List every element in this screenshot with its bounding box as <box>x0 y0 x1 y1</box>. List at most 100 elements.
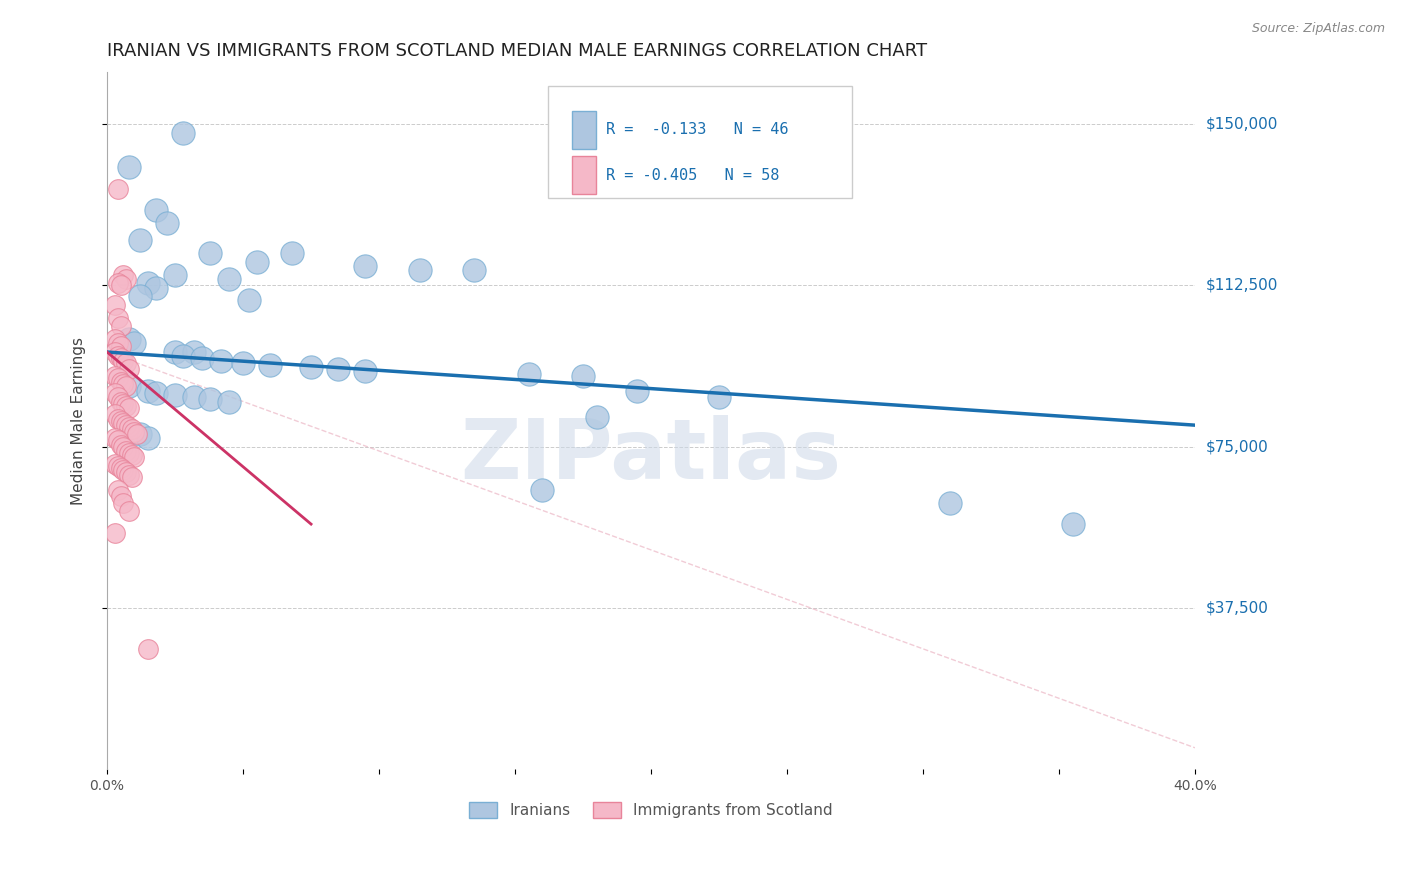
Text: $37,500: $37,500 <box>1206 600 1270 615</box>
Text: IRANIAN VS IMMIGRANTS FROM SCOTLAND MEDIAN MALE EARNINGS CORRELATION CHART: IRANIAN VS IMMIGRANTS FROM SCOTLAND MEDI… <box>107 42 927 60</box>
Point <box>200 392 222 407</box>
Point <box>110 414 132 428</box>
Point <box>112 440 135 454</box>
Point <box>183 390 205 404</box>
Point <box>107 336 129 351</box>
Point <box>517 367 540 381</box>
Point <box>128 233 150 247</box>
Text: Source: ZipAtlas.com: Source: ZipAtlas.com <box>1251 22 1385 36</box>
Point <box>354 259 377 273</box>
Point <box>118 504 141 518</box>
Point <box>118 379 141 393</box>
Point <box>156 216 179 230</box>
Point <box>110 319 132 334</box>
Point <box>299 360 322 375</box>
Point <box>107 458 129 473</box>
Point <box>136 431 159 445</box>
Point <box>107 483 129 497</box>
Point <box>118 332 141 346</box>
Point <box>585 409 607 424</box>
Point <box>110 437 132 451</box>
Point <box>281 246 304 260</box>
Point <box>104 457 127 471</box>
Point <box>118 160 141 174</box>
FancyBboxPatch shape <box>572 156 596 194</box>
Point <box>122 450 145 465</box>
Point <box>209 353 232 368</box>
Point <box>107 349 129 363</box>
Point <box>463 263 485 277</box>
Point <box>259 358 281 372</box>
Point <box>104 298 127 312</box>
Point <box>165 268 187 282</box>
Point <box>128 289 150 303</box>
Point <box>110 278 132 293</box>
Point <box>1062 517 1084 532</box>
Point <box>136 384 159 398</box>
Point <box>107 277 129 291</box>
Point <box>110 338 132 352</box>
Point <box>115 356 138 370</box>
Point <box>118 420 141 434</box>
Point <box>145 280 167 294</box>
Point <box>107 411 129 425</box>
Y-axis label: Median Male Earnings: Median Male Earnings <box>72 337 86 505</box>
Point <box>200 246 222 260</box>
Point <box>218 272 240 286</box>
Point <box>172 126 194 140</box>
Point <box>122 425 145 439</box>
Point <box>112 463 135 477</box>
Point <box>136 277 159 291</box>
Point <box>121 422 143 436</box>
Point <box>104 368 127 383</box>
Point <box>104 345 127 359</box>
Point <box>112 377 135 392</box>
Point <box>107 310 129 325</box>
Point <box>232 356 254 370</box>
Point <box>118 362 141 376</box>
Text: $150,000: $150,000 <box>1206 117 1278 131</box>
Point <box>626 384 648 398</box>
Point <box>136 641 159 656</box>
Point <box>104 332 127 346</box>
Point <box>115 379 138 393</box>
Legend: Iranians, Immigrants from Scotland: Iranians, Immigrants from Scotland <box>464 797 839 824</box>
Point <box>939 495 962 509</box>
Point <box>121 470 143 484</box>
Point <box>115 399 138 413</box>
Point <box>115 272 138 286</box>
Point <box>110 375 132 389</box>
Point <box>115 418 138 433</box>
FancyBboxPatch shape <box>548 87 852 198</box>
Point <box>110 394 132 409</box>
Text: R = -0.405   N = 58: R = -0.405 N = 58 <box>606 168 780 183</box>
Point <box>246 254 269 268</box>
Point <box>104 431 127 445</box>
Point <box>125 426 148 441</box>
Point <box>107 371 129 385</box>
Point <box>572 368 595 383</box>
Point <box>104 525 127 540</box>
Point <box>118 446 141 460</box>
Point <box>121 448 143 462</box>
Point <box>218 394 240 409</box>
Point <box>112 495 135 509</box>
Point <box>107 390 129 404</box>
Text: ZIPatlas: ZIPatlas <box>461 415 842 496</box>
Point <box>112 353 135 368</box>
Text: $75,000: $75,000 <box>1206 439 1268 454</box>
Point <box>165 388 187 402</box>
Point <box>409 263 432 277</box>
Point <box>531 483 554 497</box>
Point <box>128 426 150 441</box>
Point <box>118 401 141 415</box>
Point <box>172 349 194 363</box>
Point <box>110 351 132 366</box>
Point <box>118 467 141 482</box>
Point <box>145 203 167 218</box>
Point <box>110 489 132 503</box>
Point <box>115 444 138 458</box>
Point <box>104 385 127 400</box>
Point <box>122 336 145 351</box>
Point <box>191 351 214 366</box>
